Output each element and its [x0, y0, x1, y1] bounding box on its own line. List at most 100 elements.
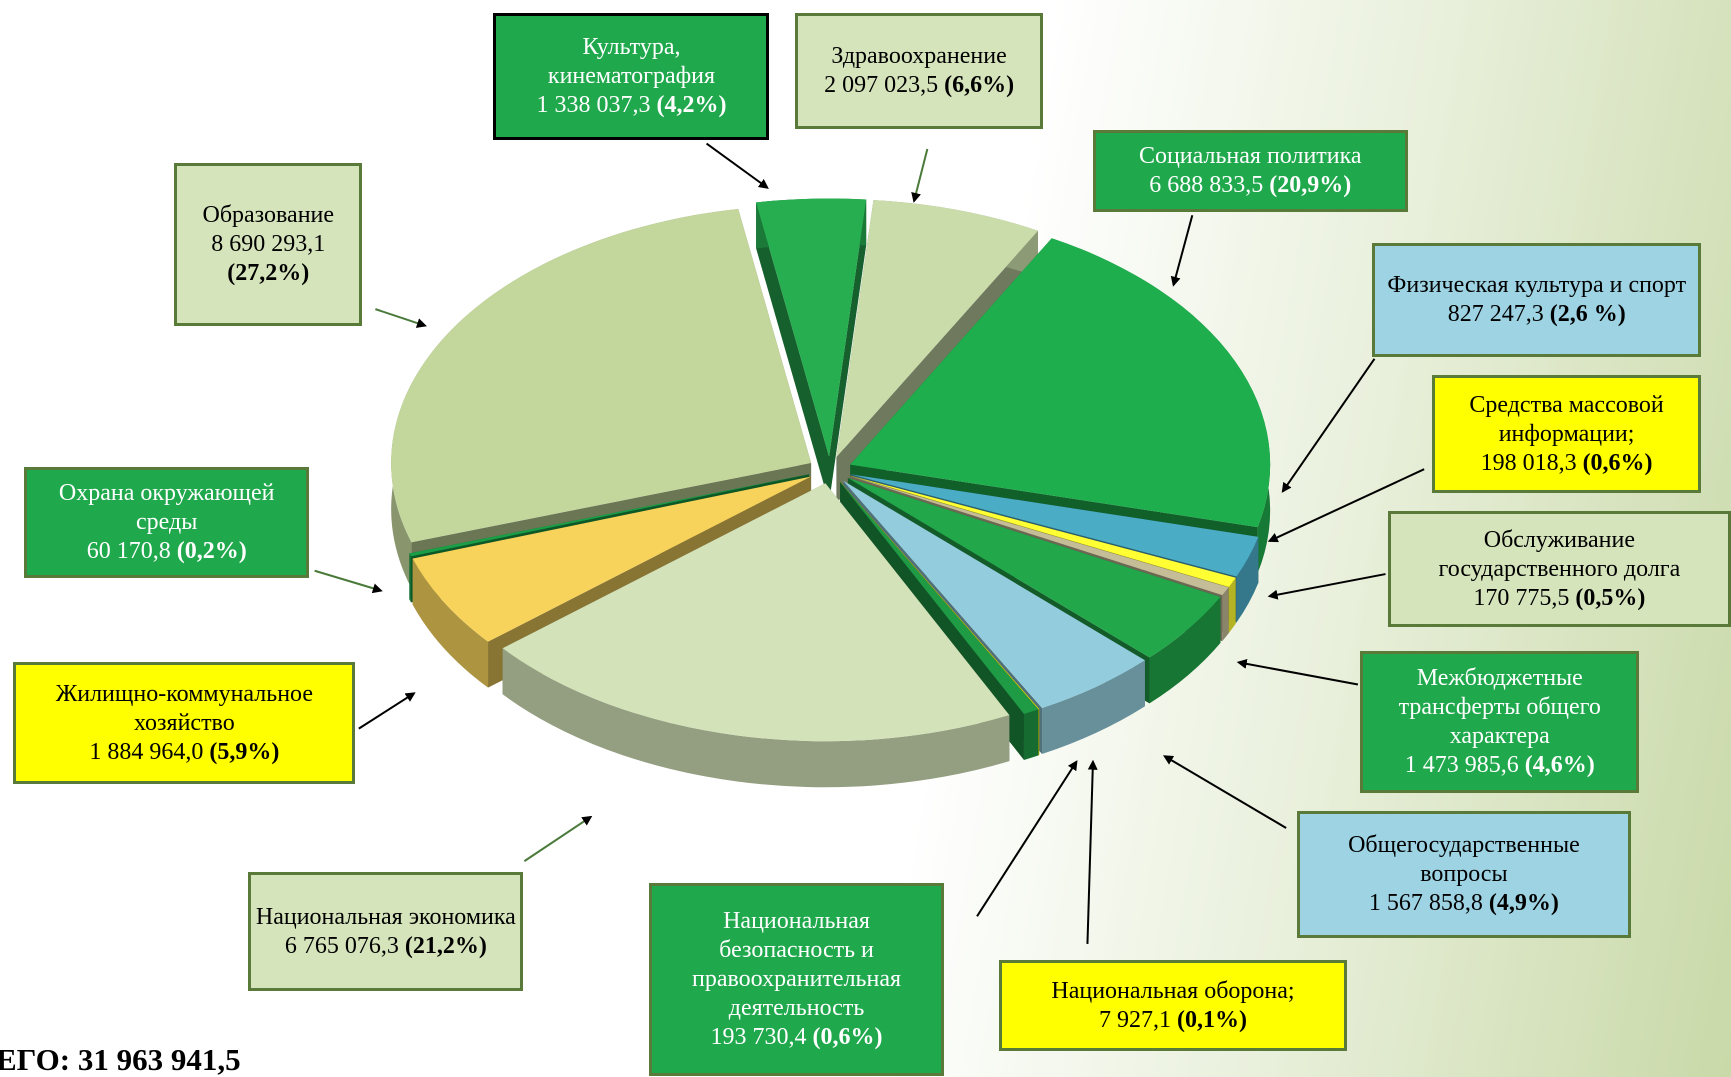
- percent-label: (27,2%): [227, 260, 310, 287]
- category-name: Образование: [202, 202, 335, 229]
- percent-label: (21,2%): [404, 932, 487, 959]
- value-label: 2 097 023,5: [824, 72, 939, 99]
- slice: [847, 477, 1221, 658]
- value-line: 170 775,5 (0,5%): [1395, 584, 1724, 613]
- slice-label: Обслуживание государственного долга 170 …: [1387, 511, 1731, 628]
- slice-side: [1222, 587, 1229, 642]
- slice-label: Средства массовой информации; 198 018,3 …: [1431, 375, 1702, 494]
- slice: [836, 200, 1039, 458]
- slice-side: [847, 477, 1221, 704]
- value-label: 7 927,1: [1098, 1006, 1171, 1033]
- slice-label: Социальная политика 6 688 833,5 (20,9%): [1092, 130, 1408, 212]
- leader-arrow: [705, 142, 769, 189]
- leader-arrow: [911, 148, 929, 203]
- slice-side: [1042, 660, 1145, 755]
- slice: [849, 476, 1229, 596]
- slice-label: Национальная оборона; 7 927,1 (0,1%): [999, 960, 1347, 1051]
- slice: [840, 482, 1039, 714]
- slice-label: Охрана окружающей среды 60 170,8 (0,2%): [24, 466, 310, 579]
- leader-arrow: [375, 308, 427, 328]
- slice-side: [412, 476, 811, 688]
- slice-side: [1038, 709, 1040, 756]
- value-label: 198 018,3: [1480, 449, 1577, 476]
- slice-side: [409, 553, 411, 603]
- value-label: 6 688 833,5: [1149, 172, 1264, 199]
- value-line: 827 247,3 (2,6 %): [1379, 300, 1694, 329]
- value-line: 1 473 985,6 (4,6%): [1367, 751, 1632, 780]
- slice-label: Образование 8 690 293,1 (27,2%): [174, 163, 363, 326]
- slice-side: [502, 648, 1010, 788]
- leader-arrow: [523, 815, 593, 862]
- leader-arrow: [976, 760, 1078, 917]
- slice-label: Национальная экономика 6 765 076,3 (21,2…: [248, 872, 524, 992]
- slice: [412, 476, 811, 642]
- value-label: 827 247,3: [1447, 300, 1544, 327]
- leader-arrow: [314, 569, 383, 594]
- slice: [409, 474, 810, 557]
- value-line: 60 170,8 (0,2%): [31, 537, 302, 566]
- percent-label: (2,6 %): [1549, 300, 1626, 327]
- category-name: Жилищно-коммунальное хозяйство: [55, 680, 313, 736]
- value-label: 60 170,8: [86, 538, 171, 565]
- value-label: 6 765 076,3: [284, 932, 399, 959]
- value-line: 1 338 037,3 (4,2%): [500, 91, 762, 120]
- category-name: Здравоохранение: [831, 43, 1007, 70]
- category-name: Межбюджетные трансферты общего характера: [1398, 665, 1601, 749]
- slice: [850, 475, 1236, 587]
- percent-label: (20,9%): [1269, 172, 1352, 199]
- leader-arrow: [1162, 755, 1287, 829]
- slice-side: [1236, 536, 1259, 623]
- value-label: 193 730,4: [710, 1024, 807, 1051]
- slice: [843, 480, 1145, 709]
- slice: [756, 198, 867, 457]
- slice-side: [1228, 577, 1236, 633]
- value-label: 1 567 858,8: [1368, 890, 1483, 917]
- slice-label: Физическая культура и спорт 827 247,3 (2…: [1372, 242, 1702, 357]
- category-name: Культура, кинематография: [547, 34, 716, 90]
- slice-side: [1149, 597, 1221, 704]
- leader-arrow: [1267, 573, 1386, 600]
- slice-side: [756, 199, 867, 503]
- category-name: Национальная оборона;: [1051, 977, 1295, 1004]
- value-line: 7 927,1 (0,1%): [1006, 1006, 1340, 1035]
- category-name: Физическая культура и спорт: [1387, 271, 1687, 298]
- value-label: 170 775,5: [1473, 584, 1570, 611]
- percent-label: (0,1%): [1176, 1006, 1247, 1033]
- slice-label: Жилищно-коммунальное хозяйство 1 884 964…: [13, 662, 356, 784]
- percent-label: (0,6%): [1582, 449, 1653, 476]
- percent-label: (0,2%): [176, 538, 247, 565]
- value-label: 1 338 037,3: [536, 92, 651, 119]
- category-name: Социальная политика: [1138, 143, 1362, 170]
- category-name: Национальная экономика: [255, 903, 516, 930]
- category-name: Средства массовой информации;: [1469, 391, 1664, 447]
- slice-side: [411, 208, 812, 589]
- slice-side: [1023, 709, 1039, 760]
- value-line: 6 688 833,5 (20,9%): [1100, 171, 1401, 200]
- percent-label: (4,9%): [1488, 890, 1559, 917]
- value-line: 6 765 076,3 (21,2%): [255, 932, 516, 961]
- percent-label: (6,6%): [944, 72, 1015, 99]
- percent-label: (4,2%): [656, 92, 727, 119]
- value-label: 1 884 964,0: [89, 738, 204, 765]
- slice: [850, 474, 1259, 577]
- slice: [840, 481, 1040, 710]
- leader-arrow: [1236, 658, 1359, 686]
- slice-label: Культура, кинематография 1 338 037,3 (4,…: [493, 13, 770, 141]
- slice-side: [850, 238, 1258, 574]
- slice-label: Здравоохранение 2 097 023,5 (6,6%): [794, 13, 1044, 130]
- slice: [850, 238, 1271, 528]
- value-line: 198 018,3 (0,6%): [1439, 449, 1694, 478]
- value-label: 1 473 985,6: [1404, 752, 1519, 778]
- leader-arrow: [1086, 759, 1098, 944]
- leader-arrow: [1170, 215, 1194, 287]
- leader-arrow: [358, 692, 416, 730]
- category-name: Национальная безопасность и правоохранит…: [692, 908, 902, 1022]
- value-label: 8 690 293,1: [211, 231, 326, 258]
- value-line: 1 567 858,8 (4,9%): [1304, 889, 1623, 918]
- percent-label: (5,9%): [209, 738, 280, 765]
- category-name: Охрана окружающей среды: [58, 480, 275, 536]
- percent-label: (0,5%): [1575, 584, 1646, 611]
- value-line: 193 730,4 (0,6%): [656, 1023, 937, 1052]
- category-name: Обслуживание государственного долга: [1438, 526, 1681, 582]
